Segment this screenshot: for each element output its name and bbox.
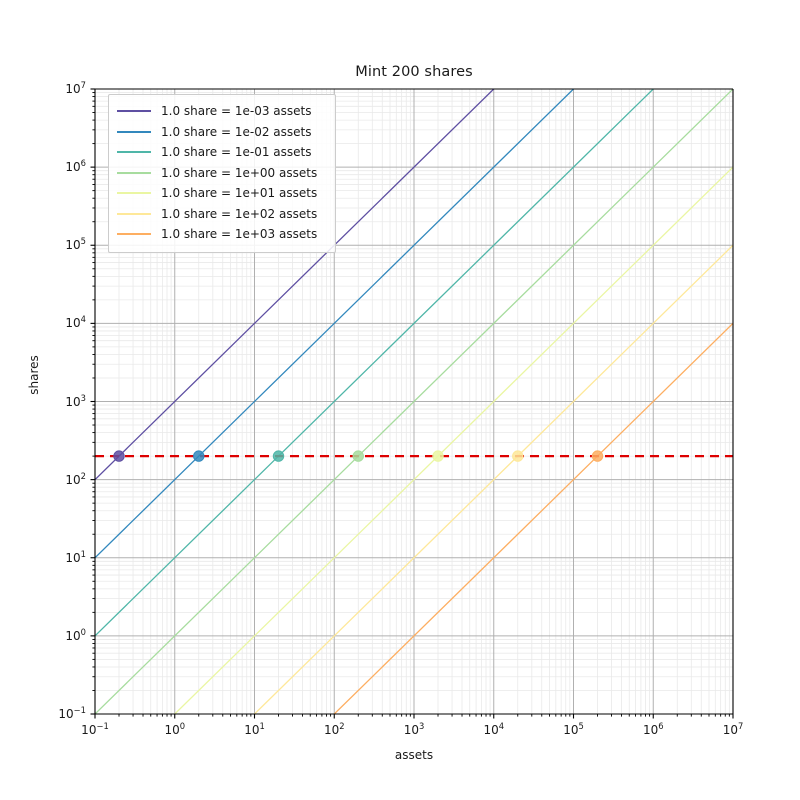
y-tick-label-8: 107	[65, 80, 86, 96]
x-tick-label-4: 103	[403, 721, 425, 737]
series-line-6	[333, 322, 733, 714]
series-line-5	[253, 244, 733, 714]
legend-item-6[interactable]: 1.0 share = 1e+03 assets	[117, 224, 327, 245]
series-line-2	[95, 89, 654, 637]
legend-item-0[interactable]: 1.0 share = 1e-03 assets	[117, 101, 327, 122]
data-series-group	[95, 89, 733, 714]
legend-swatch-icon	[117, 233, 151, 236]
x-tick-label-3: 102	[323, 721, 345, 737]
legend-label: 1.0 share = 1e-03 assets	[161, 104, 312, 119]
y-tick-label-4: 103	[65, 392, 86, 409]
legend-label: 1.0 share = 1e+02 assets	[161, 206, 318, 221]
legend-label: 1.0 share = 1e-01 assets	[161, 145, 312, 160]
intersection-markers	[113, 450, 604, 462]
legend-item-1[interactable]: 1.0 share = 1e-02 assets	[117, 122, 327, 143]
marker-point-3	[352, 450, 364, 462]
legend-swatch-icon	[117, 151, 151, 154]
x-tick-label-1: 100	[164, 721, 186, 737]
legend-swatch-icon	[117, 130, 151, 133]
marker-point-4	[432, 450, 444, 462]
legend: 1.0 share = 1e-03 assets 1.0 share = 1e-0…	[108, 94, 336, 253]
legend-item-4[interactable]: 1.0 share = 1e+01 assets	[117, 183, 327, 204]
y-tick-label-5: 104	[65, 314, 86, 331]
series-line-0	[95, 89, 495, 481]
x-tick-label-0: 10−1	[81, 721, 109, 737]
marker-point-0	[113, 450, 125, 462]
legend-item-3[interactable]: 1.0 share = 1e+00 assets	[117, 163, 327, 184]
x-tick-label-5: 104	[483, 721, 505, 737]
series-line-3	[95, 89, 733, 714]
legend-label: 1.0 share = 1e+01 assets	[161, 186, 318, 201]
x-tick-label-7: 106	[642, 721, 664, 737]
legend-swatch-icon	[117, 192, 151, 195]
y-tick-label-7: 106	[65, 158, 86, 175]
series-line-1	[95, 89, 575, 559]
marker-point-1	[193, 450, 205, 462]
x-tick-label-2: 101	[244, 721, 265, 737]
legend-swatch-icon	[117, 171, 151, 174]
y-tick-label-1: 100	[65, 626, 86, 643]
page-title: Mint 200 shares	[355, 64, 473, 80]
marker-point-6	[591, 450, 604, 462]
axis-ticks	[90, 88, 734, 719]
y-tick-label-0: 10−1	[58, 705, 86, 721]
series-line-4	[174, 166, 733, 714]
x-tick-label-8: 107	[722, 721, 744, 737]
y-tick-label-2: 101	[65, 548, 86, 565]
legend-item-2[interactable]: 1.0 share = 1e-01 assets	[117, 142, 327, 163]
legend-label: 1.0 share = 1e+03 assets	[161, 227, 318, 242]
marker-point-5	[512, 450, 524, 462]
y-tick-label-6: 105	[65, 236, 86, 253]
x-axis-label: assets	[394, 748, 434, 762]
legend-label: 1.0 share = 1e-02 assets	[161, 124, 312, 139]
legend-swatch-icon	[117, 212, 151, 215]
x-tick-label-6: 105	[563, 721, 584, 737]
marker-point-2	[272, 450, 285, 462]
legend-item-5[interactable]: 1.0 share = 1e+02 assets	[117, 204, 327, 225]
legend-label: 1.0 share = 1e+00 assets	[161, 165, 318, 180]
legend-swatch-icon	[117, 110, 151, 113]
y-tick-label-3: 102	[65, 470, 86, 487]
